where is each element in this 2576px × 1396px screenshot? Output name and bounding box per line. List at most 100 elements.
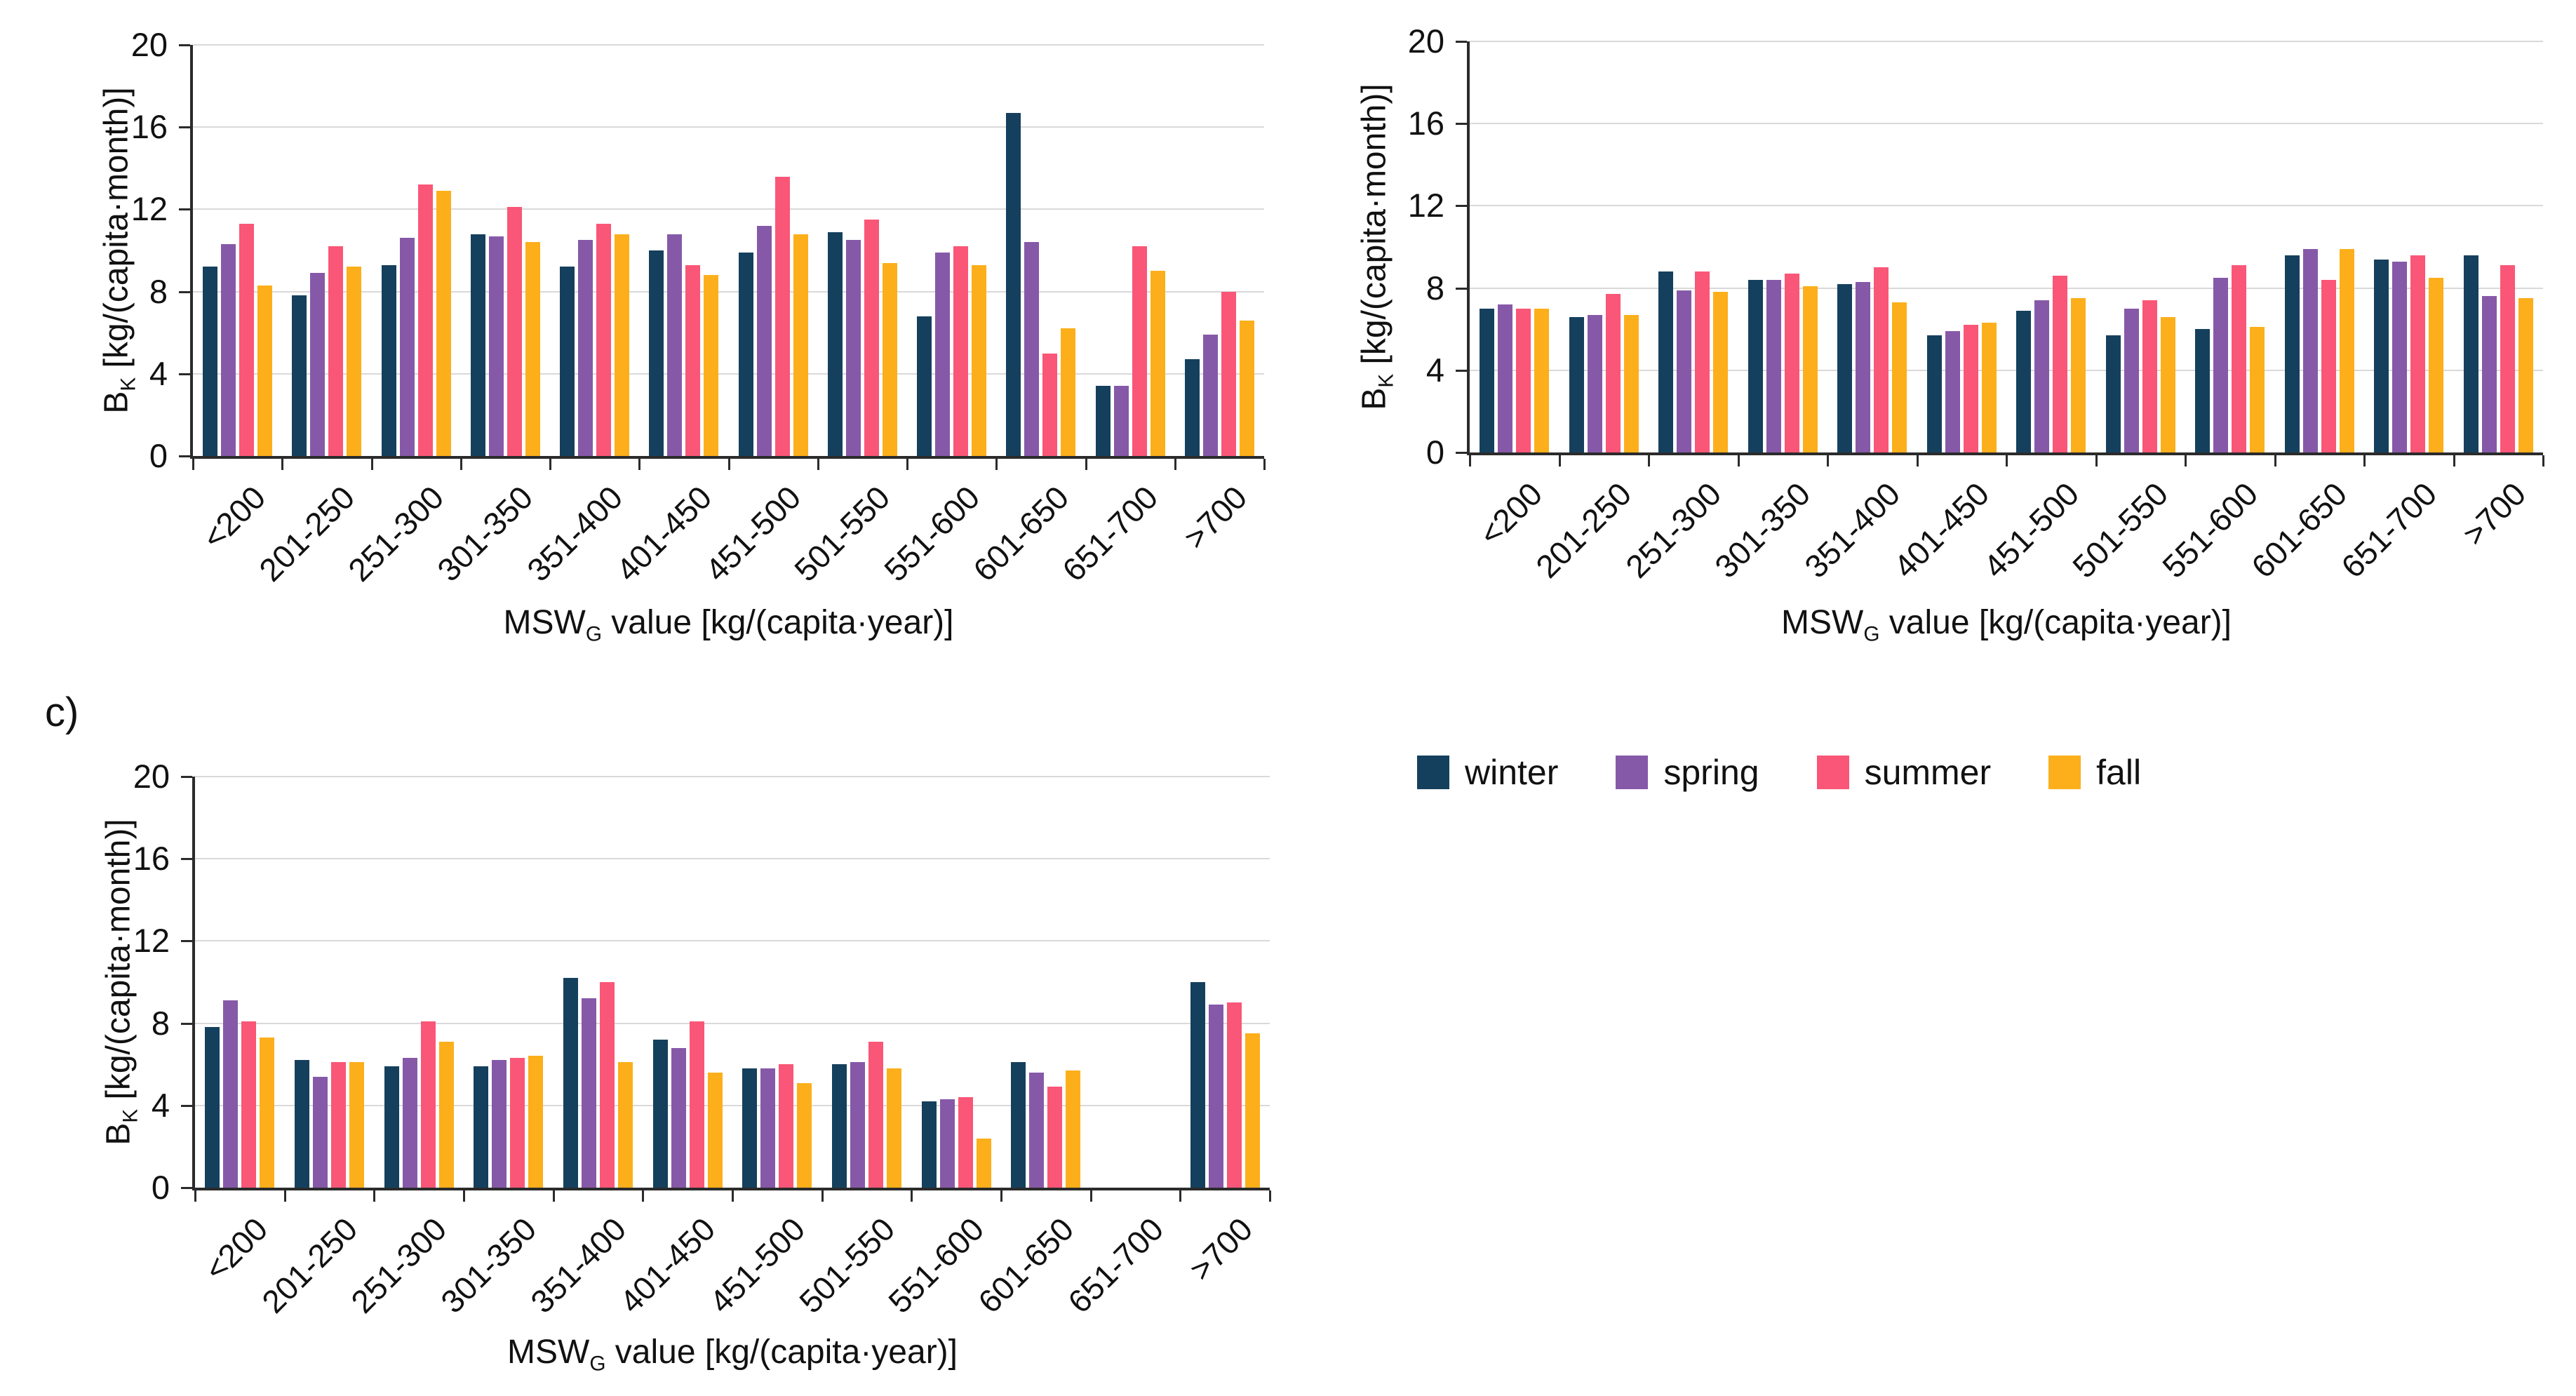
x-tick-label-<200: <200 (1472, 475, 1550, 553)
x-axis-title-b: MSWG value [kg/(capita·year)] (1781, 604, 2232, 646)
y-tick-label-4: 4 (149, 354, 168, 392)
legend-swatch-winter (1417, 756, 1449, 789)
x-tick-label->700: >700 (2455, 475, 2533, 553)
bar-winter-501-550 (832, 1064, 847, 1188)
x-tick-8 (2185, 455, 2187, 467)
gridline-y16 (193, 126, 1264, 128)
gridline-y20 (193, 44, 1264, 46)
x-tick-4 (549, 459, 551, 470)
gridline-y16 (1470, 123, 2543, 125)
y-axis-title-b: BK [kg/(capita·month)] (1355, 83, 1398, 410)
bar-fall-501-550 (887, 1068, 901, 1188)
bar-fall-451-500 (793, 234, 808, 456)
bar-spring-551-600 (939, 1099, 955, 1188)
bar-spring-551-600 (2213, 277, 2229, 452)
x-tick-4 (1827, 455, 1829, 467)
y-tick-16 (1456, 123, 1467, 126)
x-tick-6 (732, 1190, 734, 1202)
bar-spring-201-250 (1587, 314, 1602, 452)
y-tick-label-16: 16 (133, 840, 170, 878)
x-tick-label-201-250: 201-250 (1529, 475, 1639, 585)
bar-fall->700 (2518, 298, 2533, 452)
x-tick-8 (911, 1190, 913, 1202)
bar-spring->700 (1202, 335, 1218, 456)
gridline-y12 (1470, 205, 2543, 207)
gridline-y8 (195, 1022, 1270, 1024)
y-tick-4 (179, 373, 190, 375)
bar-winter->700 (1190, 982, 1205, 1188)
bar-fall-201-250 (1623, 314, 1639, 452)
x-tick-label->700: >700 (1182, 1210, 1260, 1288)
y-tick-4 (181, 1104, 192, 1107)
bar-spring-601-650 (1029, 1072, 1045, 1188)
x-axis-title-c: MSWG value [kg/(capita·year)] (507, 1334, 958, 1376)
bar-spring-201-250 (313, 1076, 328, 1188)
bar-summer-<200 (1516, 308, 1531, 452)
bar-spring-251-300 (1677, 290, 1692, 452)
bar-spring-351-400 (582, 998, 596, 1188)
x-tick-label-<200: <200 (194, 478, 272, 556)
bar-winter->700 (1184, 359, 1200, 456)
x-tick-2 (373, 1190, 376, 1202)
y-tick-label-0: 0 (1425, 434, 1444, 471)
bar-spring-601-650 (2302, 248, 2318, 452)
x-tick-11 (1174, 459, 1176, 470)
legend-label-fall: fall (2096, 753, 2142, 792)
bar-summer-201-250 (331, 1062, 346, 1188)
bar-fall-551-600 (2250, 327, 2265, 452)
x-tick-label->700: >700 (1176, 478, 1254, 556)
bar-winter-<200 (1480, 308, 1495, 452)
legend-label-winter: winter (1465, 753, 1559, 792)
bar-fall-601-650 (1061, 328, 1076, 456)
bar-summer-601-650 (1042, 353, 1058, 456)
x-tick-6 (2006, 455, 2008, 467)
bar-spring-251-300 (399, 238, 415, 456)
y-tick-label-4: 4 (151, 1086, 170, 1124)
bar-winter-<200 (203, 267, 218, 456)
bar-winter-551-600 (2195, 329, 2211, 452)
bar-winter-<200 (205, 1027, 220, 1188)
x-tick-12 (1269, 1190, 1271, 1202)
bar-spring-451-500 (2034, 300, 2050, 452)
bar-summer->700 (1226, 1002, 1242, 1188)
bar-summer-251-300 (417, 184, 433, 456)
bar-winter-201-250 (1569, 316, 1584, 452)
bar-spring-201-250 (310, 273, 326, 456)
bar-fall-301-350 (525, 242, 540, 456)
x-tick-label-651-700: 651-700 (1055, 478, 1165, 589)
bar-summer-251-300 (420, 1021, 436, 1188)
bar-fall-351-400 (618, 1062, 633, 1188)
gridline-y4 (193, 373, 1264, 375)
bar-winter-351-400 (563, 978, 578, 1188)
legend-label-summer: summer (1864, 753, 1992, 792)
bar-summer-451-500 (779, 1064, 794, 1188)
x-tick-label-251-300: 251-300 (344, 1210, 454, 1320)
x-tick-9 (2274, 455, 2276, 467)
x-tick-label-201-250: 201-250 (252, 478, 362, 589)
y-axis-title-c: BK [kg/(capita·month)] (100, 819, 142, 1146)
gridline-y4 (1470, 369, 2543, 371)
y-tick-label-8: 8 (151, 1004, 170, 1042)
bar-summer-551-600 (953, 246, 969, 456)
y-tick-label-8: 8 (149, 272, 168, 310)
y-tick-16 (181, 858, 192, 861)
bar-winter-601-650 (2284, 255, 2300, 452)
x-tick-0 (1469, 455, 1471, 467)
x-tick-5 (1916, 455, 1919, 467)
x-tick-4 (552, 1190, 555, 1202)
bar-fall-601-650 (2339, 248, 2354, 452)
bar-summer-201-250 (328, 246, 344, 456)
bar-fall-351-400 (615, 234, 630, 456)
y-tick-20 (181, 776, 192, 778)
y-tick-label-0: 0 (149, 437, 168, 474)
x-tick-7 (2095, 455, 2098, 467)
x-tick-5 (638, 459, 641, 470)
bar-spring-451-500 (756, 225, 772, 456)
bar-summer-651-700 (2410, 255, 2426, 452)
y-tick-8 (179, 290, 190, 293)
y-tick-label-0: 0 (151, 1169, 170, 1206)
y-tick-16 (179, 126, 190, 129)
gridline-y16 (195, 858, 1270, 860)
x-tick-8 (906, 459, 908, 470)
x-tick-3 (1737, 455, 1740, 467)
